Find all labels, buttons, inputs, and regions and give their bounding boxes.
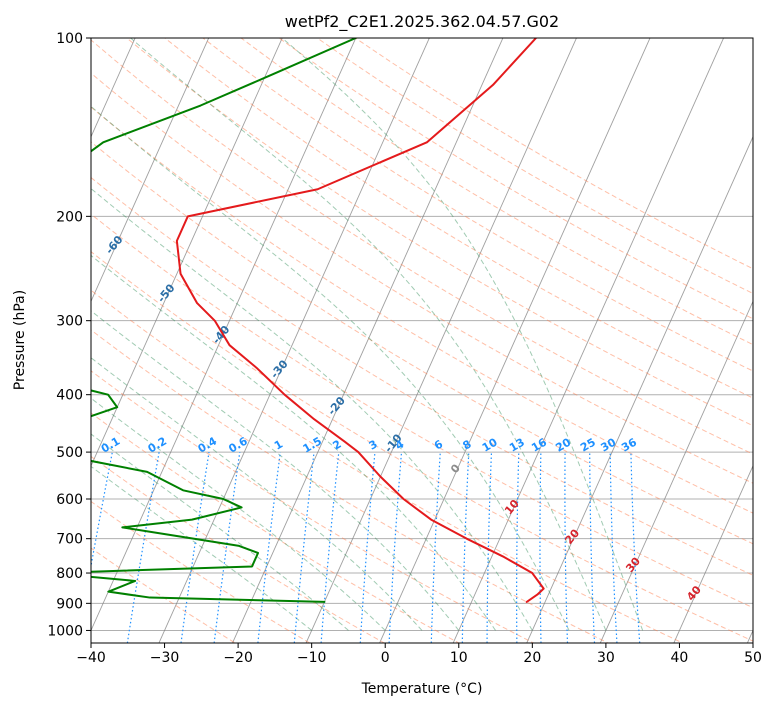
dry-adiabat xyxy=(240,38,753,346)
dewpoint-profile-line xyxy=(91,38,357,603)
isotherm-line xyxy=(526,135,753,643)
mixing-ratio-line xyxy=(461,452,470,643)
x-tick-label: −30 xyxy=(150,650,180,666)
x-tick-label: 0 xyxy=(381,650,390,666)
mixing-ratio-line xyxy=(388,452,403,643)
y-tick-label: 800 xyxy=(56,566,83,582)
dry-adiabat xyxy=(91,370,535,643)
y-axis-label: Pressure (hPa) xyxy=(12,290,28,390)
x-tick-label: 10 xyxy=(450,650,468,666)
moist-adiabat xyxy=(91,397,386,631)
mixing-ratio-line xyxy=(213,452,241,643)
dry-adiabat xyxy=(91,106,753,514)
dry-adiabat xyxy=(91,72,753,484)
y-tick-label: 1000 xyxy=(47,623,83,639)
x-tick-label: 20 xyxy=(523,650,541,666)
dry-adiabat xyxy=(164,38,753,399)
mixing-ratio-line xyxy=(630,452,641,643)
isotherm-line xyxy=(673,464,753,643)
isotherm-line xyxy=(91,38,357,632)
x-tick-label: 50 xyxy=(744,650,762,666)
mixing-ratio-line xyxy=(564,452,569,643)
dry-adiabat xyxy=(91,213,753,609)
y-tick-label: 400 xyxy=(56,388,83,404)
moist-adiabat xyxy=(91,465,312,631)
moist-adiabat xyxy=(281,38,644,631)
moist-adiabats xyxy=(91,38,644,631)
y-tick-label: 500 xyxy=(56,445,83,461)
chart-title: wetPf2_C2E1.2025.362.04.57.G02 xyxy=(285,12,559,32)
mixing-ratio-line xyxy=(180,452,210,643)
mixing-ratio-line xyxy=(430,452,441,643)
x-tick-label: −10 xyxy=(297,650,327,666)
y-tick-label: 900 xyxy=(56,596,83,612)
dry-adiabats xyxy=(91,38,753,643)
isotherm-line xyxy=(599,300,753,643)
moist-adiabat xyxy=(130,38,607,631)
mixing-ratio-line xyxy=(589,452,596,643)
dry-adiabat xyxy=(91,329,610,643)
dry-adiabat xyxy=(91,176,753,576)
dry-adiabat xyxy=(125,38,753,427)
mixing-ratio-line xyxy=(516,452,520,643)
x-tick-label: 30 xyxy=(597,650,615,666)
mixing-ratio-line xyxy=(293,452,315,643)
moist-adiabat xyxy=(91,187,533,631)
dry-adiabat xyxy=(91,500,311,643)
moist-adiabat xyxy=(91,254,496,631)
plot-frame xyxy=(90,37,754,644)
y-tick-label: 300 xyxy=(56,314,83,330)
mixing-ratio-line xyxy=(539,452,542,643)
temperature-profile-line xyxy=(175,38,545,603)
mixing-ratio-line xyxy=(257,452,281,643)
dry-adiabat xyxy=(202,38,753,372)
isotherm-line xyxy=(158,38,430,643)
mixing-ratio-line xyxy=(609,452,618,643)
moist-adiabat xyxy=(91,310,460,631)
x-axis-ticks: −40 −30 −20 −10 0 10 20 30 40 50 xyxy=(76,643,762,666)
x-tick-label: −20 xyxy=(223,650,253,666)
x-tick-label: −40 xyxy=(76,650,106,666)
isotherm-line xyxy=(91,38,136,138)
moist-adiabat xyxy=(91,433,349,631)
mixing-ratio-line xyxy=(359,452,376,643)
dry-adiabat xyxy=(91,39,753,455)
y-tick-label: 200 xyxy=(56,209,83,225)
moist-adiabat xyxy=(91,105,570,631)
isotherm-line xyxy=(91,38,210,303)
isotherm-grid xyxy=(91,38,753,643)
y-tick-label: 700 xyxy=(56,532,83,548)
dry-adiabat xyxy=(91,251,753,642)
isotherm-line xyxy=(305,38,577,643)
y-tick-label: 100 xyxy=(56,31,83,47)
mixing-ratio-line xyxy=(320,452,340,643)
isotherm-line xyxy=(452,38,725,643)
moist-adiabat xyxy=(91,357,423,631)
isotherm-line xyxy=(232,38,504,643)
plot-area: -100-90-80-70-60-50-40-30-20-10010203040… xyxy=(91,38,753,643)
mixing-ratio-line xyxy=(486,452,493,643)
x-axis-label: Temperature (°C) xyxy=(361,681,483,697)
mixing-ratio-line xyxy=(126,451,160,643)
y-tick-label: 600 xyxy=(56,492,83,508)
x-tick-label: 40 xyxy=(671,650,689,666)
y-axis-ticks: 100 200 300 400 500 600 700 800 900 1000 xyxy=(47,31,91,639)
dry-adiabat xyxy=(91,547,237,643)
profiles xyxy=(91,38,545,603)
mixing-ratio-lines xyxy=(91,451,641,643)
isotherm-line xyxy=(91,38,283,467)
